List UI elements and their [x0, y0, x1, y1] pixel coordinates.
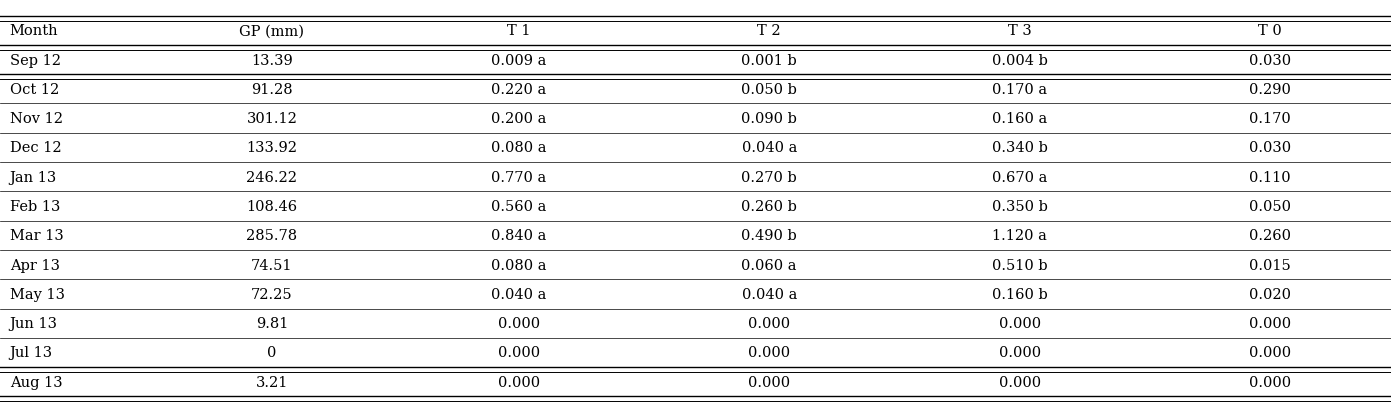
- Text: 0.510 b: 0.510 b: [992, 258, 1047, 272]
- Text: 0.030: 0.030: [1249, 53, 1291, 67]
- Text: 285.78: 285.78: [246, 229, 298, 243]
- Text: T 1: T 1: [508, 24, 530, 38]
- Text: 133.92: 133.92: [246, 141, 298, 155]
- Text: 0.270 b: 0.270 b: [741, 170, 797, 184]
- Text: Feb 13: Feb 13: [10, 199, 60, 214]
- Text: 0.200 a: 0.200 a: [491, 112, 547, 126]
- Text: 0.160 a: 0.160 a: [992, 112, 1047, 126]
- Text: Jul 13: Jul 13: [10, 346, 53, 360]
- Text: 0.050 b: 0.050 b: [741, 83, 797, 97]
- Text: 0.090 b: 0.090 b: [741, 112, 797, 126]
- Text: 0.000: 0.000: [498, 346, 540, 360]
- Text: 9.81: 9.81: [256, 316, 288, 330]
- Text: 0.080 a: 0.080 a: [491, 141, 547, 155]
- Text: 0: 0: [267, 346, 277, 360]
- Text: 0.000: 0.000: [748, 346, 790, 360]
- Text: Oct 12: Oct 12: [10, 83, 58, 97]
- Text: 0.170: 0.170: [1249, 112, 1291, 126]
- Text: 0.001 b: 0.001 b: [741, 53, 797, 67]
- Text: 0.009 a: 0.009 a: [491, 53, 547, 67]
- Text: Mar 13: Mar 13: [10, 229, 64, 243]
- Text: 0.030: 0.030: [1249, 141, 1291, 155]
- Text: 0.080 a: 0.080 a: [491, 258, 547, 272]
- Text: 0.040 a: 0.040 a: [741, 141, 797, 155]
- Text: 0.000: 0.000: [999, 346, 1040, 360]
- Text: 0.110: 0.110: [1249, 170, 1291, 184]
- Text: 0.170 a: 0.170 a: [992, 83, 1047, 97]
- Text: 0.000: 0.000: [999, 375, 1040, 389]
- Text: 0.050: 0.050: [1249, 199, 1291, 214]
- Text: 0.160 b: 0.160 b: [992, 287, 1047, 301]
- Text: 0.770 a: 0.770 a: [491, 170, 547, 184]
- Text: 0.004 b: 0.004 b: [992, 53, 1047, 67]
- Text: Aug 13: Aug 13: [10, 375, 63, 389]
- Text: 0.840 a: 0.840 a: [491, 229, 547, 243]
- Text: 0.350 b: 0.350 b: [992, 199, 1047, 214]
- Text: Jan 13: Jan 13: [10, 170, 57, 184]
- Text: 301.12: 301.12: [246, 112, 298, 126]
- Text: 0.040 a: 0.040 a: [491, 287, 547, 301]
- Text: 3.21: 3.21: [256, 375, 288, 389]
- Text: 246.22: 246.22: [246, 170, 298, 184]
- Text: 0.490 b: 0.490 b: [741, 229, 797, 243]
- Text: T 0: T 0: [1257, 24, 1283, 38]
- Text: 0.040 a: 0.040 a: [741, 287, 797, 301]
- Text: 0.000: 0.000: [1249, 346, 1291, 360]
- Text: Nov 12: Nov 12: [10, 112, 63, 126]
- Text: 0.060 a: 0.060 a: [741, 258, 797, 272]
- Text: 0.015: 0.015: [1249, 258, 1291, 272]
- Text: 0.000: 0.000: [999, 316, 1040, 330]
- Text: 13.39: 13.39: [250, 53, 294, 67]
- Text: 74.51: 74.51: [252, 258, 292, 272]
- Text: 1.120 a: 1.120 a: [992, 229, 1047, 243]
- Text: 0.000: 0.000: [498, 316, 540, 330]
- Text: 72.25: 72.25: [252, 287, 292, 301]
- Text: 0.000: 0.000: [748, 316, 790, 330]
- Text: 0.340 b: 0.340 b: [992, 141, 1047, 155]
- Text: GP (mm): GP (mm): [239, 24, 305, 38]
- Text: 91.28: 91.28: [252, 83, 292, 97]
- Text: 0.220 a: 0.220 a: [491, 83, 547, 97]
- Text: 0.020: 0.020: [1249, 287, 1291, 301]
- Text: 0.670 a: 0.670 a: [992, 170, 1047, 184]
- Text: T 2: T 2: [758, 24, 780, 38]
- Text: 0.000: 0.000: [1249, 375, 1291, 389]
- Text: 0.000: 0.000: [748, 375, 790, 389]
- Text: 0.290: 0.290: [1249, 83, 1291, 97]
- Text: 0.000: 0.000: [498, 375, 540, 389]
- Text: Month: Month: [10, 24, 58, 38]
- Text: Apr 13: Apr 13: [10, 258, 60, 272]
- Text: May 13: May 13: [10, 287, 65, 301]
- Text: 0.560 a: 0.560 a: [491, 199, 547, 214]
- Text: Sep 12: Sep 12: [10, 53, 61, 67]
- Text: Dec 12: Dec 12: [10, 141, 61, 155]
- Text: 0.000: 0.000: [1249, 316, 1291, 330]
- Text: 0.260 b: 0.260 b: [741, 199, 797, 214]
- Text: 0.260: 0.260: [1249, 229, 1291, 243]
- Text: T 3: T 3: [1007, 24, 1032, 38]
- Text: Jun 13: Jun 13: [10, 316, 58, 330]
- Text: 108.46: 108.46: [246, 199, 298, 214]
